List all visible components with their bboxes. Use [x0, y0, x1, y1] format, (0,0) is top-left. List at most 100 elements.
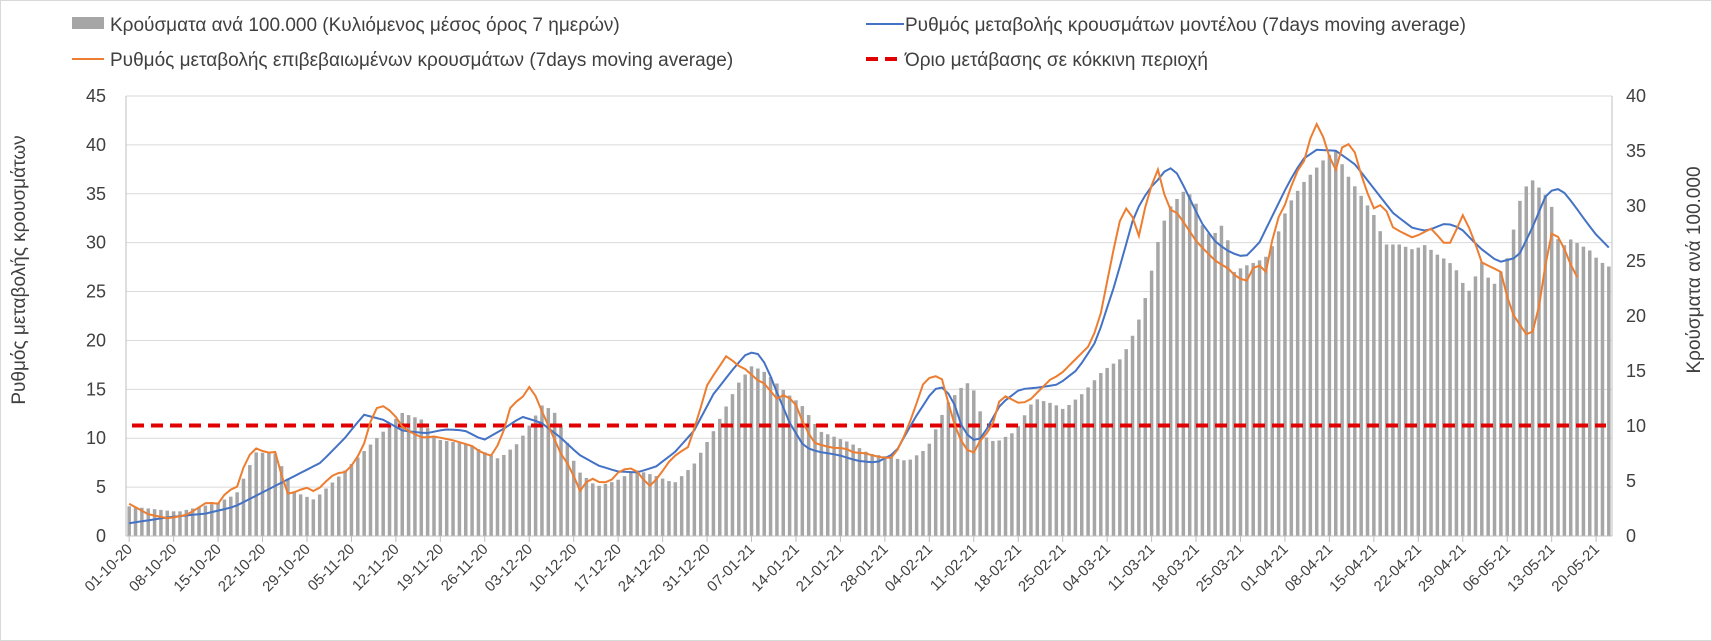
x-axis-ticks: 01-10-2008-10-2015-10-2022-10-2029-10-20…: [82, 536, 1603, 595]
bar: [984, 437, 989, 536]
bar: [629, 472, 633, 536]
bar: [527, 425, 531, 536]
bar: [876, 455, 881, 536]
bar: [1105, 367, 1109, 536]
y-right-tick-label: 20: [1626, 306, 1646, 326]
y-right-tick-label: 25: [1626, 251, 1646, 271]
bar: [394, 418, 398, 536]
bar: [1530, 180, 1535, 536]
bar: [1251, 262, 1255, 536]
bar: [1353, 186, 1357, 536]
bar: [286, 478, 290, 536]
bar: [1219, 225, 1224, 537]
bar: [229, 496, 233, 536]
y-left-tick-label: 20: [86, 330, 106, 350]
bar: [749, 366, 754, 536]
x-tick-label: 01-10-20: [82, 541, 136, 595]
bar: [584, 478, 589, 536]
x-tick-label: 12-11-20: [349, 541, 403, 595]
y-axis-right-label: Κρούσματα ανά 100.000: [1684, 166, 1705, 373]
bar: [349, 463, 354, 536]
bar: [959, 387, 963, 536]
bar: [724, 406, 728, 536]
bar: [260, 452, 265, 536]
bar: [178, 511, 182, 536]
bar: [718, 418, 722, 536]
bar: [1276, 231, 1281, 536]
axes: [125, 96, 1613, 537]
bar: [864, 451, 868, 536]
bar: [495, 458, 500, 536]
bar: [1372, 214, 1376, 536]
bar: [1060, 408, 1065, 536]
bar: [1130, 335, 1135, 536]
bar: [813, 424, 817, 536]
x-tick-label: 05-11-20: [305, 541, 359, 595]
bar: [921, 451, 925, 536]
bar: [502, 454, 506, 536]
bar: [1029, 404, 1033, 536]
bar: [476, 449, 481, 536]
bar: [768, 377, 773, 536]
bar: [241, 478, 246, 536]
bar: [648, 474, 652, 536]
bar: [1499, 271, 1503, 536]
bar: [1467, 290, 1471, 536]
y-right-tick-label: 0: [1626, 526, 1636, 546]
y-right-tick-label: 5: [1626, 471, 1636, 491]
bar: [1461, 282, 1465, 536]
bar: [1416, 247, 1421, 537]
x-tick-label: 15-04-21: [1326, 541, 1380, 595]
bar: [794, 400, 798, 536]
bar: [419, 419, 424, 536]
bar: [711, 431, 716, 536]
bar: [1607, 266, 1611, 536]
bar: [432, 436, 436, 536]
bar: [1473, 276, 1478, 536]
legend-bar-swatch: [72, 17, 104, 29]
x-tick-label: 13-05-21: [1504, 541, 1558, 595]
bar: [444, 440, 449, 536]
bar: [159, 509, 163, 536]
bar: [483, 452, 487, 536]
bar: [1092, 380, 1097, 536]
bar: [1486, 277, 1490, 536]
bar: [1327, 154, 1332, 536]
bar: [1175, 198, 1179, 536]
bar: [146, 508, 150, 536]
bar: [825, 434, 830, 536]
bar: [698, 452, 703, 536]
bar: [1067, 404, 1071, 536]
x-tick-label: 08-10-20: [126, 541, 180, 595]
y-right-tick-label: 35: [1626, 141, 1646, 161]
x-tick-label: 04-02-21: [882, 541, 936, 595]
x-tick-label: 29-04-21: [1415, 541, 1469, 595]
bar: [1308, 174, 1313, 536]
bar: [991, 440, 995, 536]
bar: [464, 444, 468, 536]
bar: [914, 455, 919, 536]
bar: [1207, 233, 1211, 536]
bar: [1340, 164, 1344, 537]
bar: [1410, 249, 1414, 536]
bar: [1321, 160, 1325, 536]
bar: [216, 502, 220, 536]
bar: [1226, 240, 1230, 537]
bar: [489, 455, 493, 536]
bar: [1003, 436, 1008, 536]
bar: [1397, 244, 1402, 536]
bar: [832, 436, 836, 536]
bar: [1048, 402, 1052, 536]
bar: [1257, 260, 1262, 536]
bar: [616, 479, 620, 536]
bar: [1232, 271, 1236, 536]
bar: [1022, 415, 1027, 536]
bar: [578, 472, 582, 536]
x-tick-label: 21-01-21: [793, 541, 847, 595]
bar: [127, 506, 131, 536]
bar: [1346, 176, 1351, 537]
bar: [857, 448, 862, 536]
gridlines: [126, 95, 1612, 537]
y-left-tick-label: 45: [86, 86, 106, 106]
bar: [184, 509, 189, 536]
